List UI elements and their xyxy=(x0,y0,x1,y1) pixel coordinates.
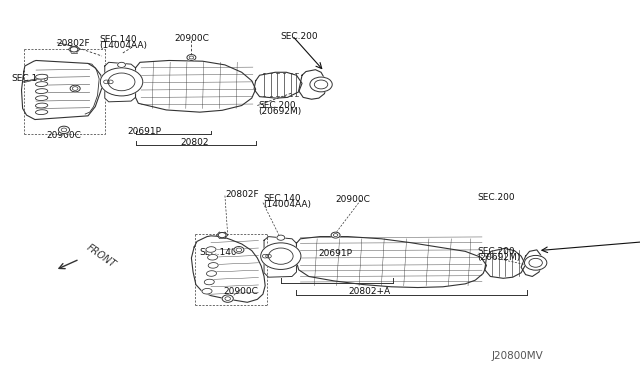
Text: (14004AA): (14004AA) xyxy=(263,201,311,209)
Text: SEC.140: SEC.140 xyxy=(12,74,49,83)
Circle shape xyxy=(266,254,271,258)
Ellipse shape xyxy=(204,279,214,285)
Circle shape xyxy=(269,248,293,264)
Ellipse shape xyxy=(206,247,216,252)
Text: 20900C: 20900C xyxy=(47,131,81,140)
Circle shape xyxy=(118,62,125,67)
Circle shape xyxy=(100,68,143,96)
Polygon shape xyxy=(521,250,542,276)
Circle shape xyxy=(58,126,70,134)
Ellipse shape xyxy=(207,254,218,260)
Text: 20900C: 20900C xyxy=(174,34,209,43)
Text: SEC.200: SEC.200 xyxy=(477,193,515,202)
Polygon shape xyxy=(105,62,136,102)
Circle shape xyxy=(72,87,78,90)
Circle shape xyxy=(70,47,78,52)
Circle shape xyxy=(108,73,135,91)
Circle shape xyxy=(70,85,80,92)
Text: SEC.140: SEC.140 xyxy=(263,195,301,203)
Text: 20691P: 20691P xyxy=(318,249,352,258)
Circle shape xyxy=(218,232,226,238)
Text: J20800MV: J20800MV xyxy=(492,352,543,361)
Circle shape xyxy=(108,80,113,84)
Ellipse shape xyxy=(207,271,216,276)
Text: (20692M): (20692M) xyxy=(477,253,521,262)
Circle shape xyxy=(262,254,268,258)
Text: 20691P: 20691P xyxy=(127,127,161,136)
Text: SEC.200: SEC.200 xyxy=(259,101,296,110)
Polygon shape xyxy=(191,236,265,302)
Circle shape xyxy=(524,256,547,270)
Text: SEC.140: SEC.140 xyxy=(200,248,237,257)
Ellipse shape xyxy=(35,74,48,79)
Text: (20692M): (20692M) xyxy=(259,106,301,116)
Circle shape xyxy=(314,80,328,89)
Circle shape xyxy=(529,259,542,267)
Ellipse shape xyxy=(35,96,48,100)
Polygon shape xyxy=(296,237,486,288)
Polygon shape xyxy=(254,72,302,98)
Circle shape xyxy=(234,247,244,253)
Text: 20900C: 20900C xyxy=(223,287,258,296)
Circle shape xyxy=(189,56,194,59)
Circle shape xyxy=(104,80,109,84)
Circle shape xyxy=(236,248,242,252)
Ellipse shape xyxy=(35,103,48,108)
Ellipse shape xyxy=(202,288,212,294)
Text: 20802+A: 20802+A xyxy=(348,287,390,296)
Circle shape xyxy=(333,234,338,237)
Circle shape xyxy=(277,235,285,240)
Text: 20802: 20802 xyxy=(180,138,209,147)
Text: FRONT: FRONT xyxy=(84,243,117,270)
Circle shape xyxy=(61,128,67,132)
Polygon shape xyxy=(136,61,255,112)
Ellipse shape xyxy=(35,82,48,87)
Circle shape xyxy=(310,77,332,92)
Text: 20900C: 20900C xyxy=(335,195,371,204)
Circle shape xyxy=(222,295,234,302)
Polygon shape xyxy=(484,248,525,278)
Circle shape xyxy=(225,297,230,301)
Ellipse shape xyxy=(35,110,48,115)
Circle shape xyxy=(331,232,340,238)
Ellipse shape xyxy=(35,89,48,93)
Ellipse shape xyxy=(208,263,218,268)
Text: SEC.200: SEC.200 xyxy=(281,32,319,41)
Text: 20802F: 20802F xyxy=(56,39,90,48)
Polygon shape xyxy=(299,70,326,99)
Polygon shape xyxy=(22,61,103,119)
Text: SEC.140: SEC.140 xyxy=(99,35,137,44)
Text: 20802F: 20802F xyxy=(225,190,259,199)
Circle shape xyxy=(260,243,301,269)
Text: (14004AA): (14004AA) xyxy=(99,41,147,50)
Polygon shape xyxy=(264,237,296,277)
Circle shape xyxy=(187,55,196,61)
Text: SEC.200: SEC.200 xyxy=(477,247,515,256)
